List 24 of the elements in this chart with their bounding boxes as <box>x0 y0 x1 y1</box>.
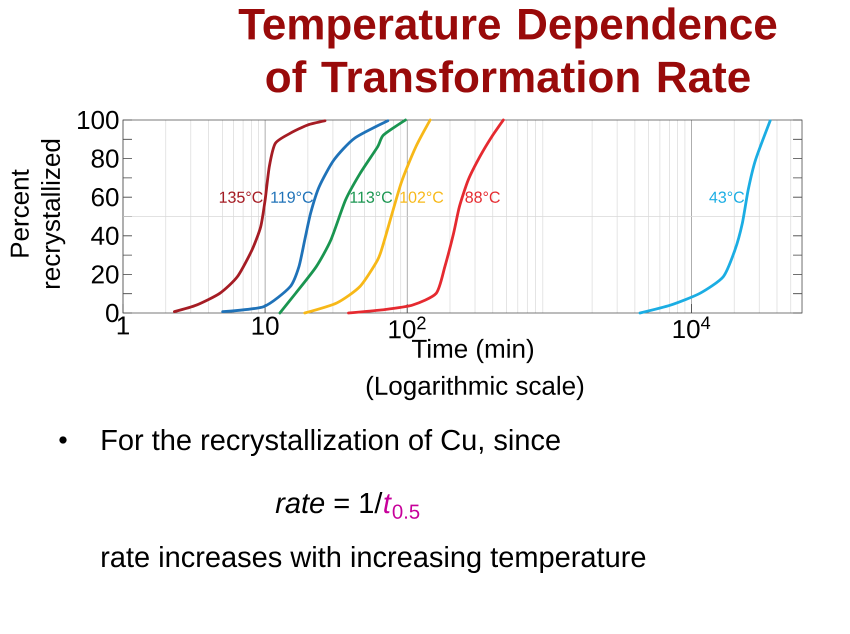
x-tick-label: 10$^{4}$ <box>674 316 710 338</box>
text: t$_{0.5}$ <box>384 494 420 519</box>
x-tick-label: 10$^{2}$ <box>389 316 426 338</box>
y-tick-label: 20 <box>92 265 118 284</box>
text: rate increases with increasing temperature <box>102 546 646 574</box>
y-axis-title: Percent recrystallized <box>10 140 66 288</box>
chart-title: Temperature Dependence of Transformation Rate <box>238 7 776 93</box>
x-tick-label: 1 <box>118 316 129 334</box>
y-tick-label: 100 <box>78 110 118 130</box>
y-tick-label: 80 <box>92 149 118 168</box>
y-tick-label: 0 <box>106 304 118 322</box>
text: For the recrystallization of Cu, since <box>102 428 560 456</box>
y-tick-label: 60 <box>92 188 118 206</box>
x-axis-title: Time (min) <box>412 338 534 364</box>
text: (Logarithmic scale) <box>366 376 584 400</box>
series-label: 113°C <box>350 192 392 203</box>
text: rate = 1/ <box>276 492 382 514</box>
series-label: 102°C <box>400 192 444 203</box>
y-tick-label: 40 <box>91 226 118 245</box>
series-label: 88°C <box>465 192 500 203</box>
series-label: 119°C <box>271 192 313 203</box>
series-label: 135°C <box>220 192 263 203</box>
series-label: 43°C <box>709 192 744 203</box>
x-tick-label: 10 <box>252 316 279 335</box>
